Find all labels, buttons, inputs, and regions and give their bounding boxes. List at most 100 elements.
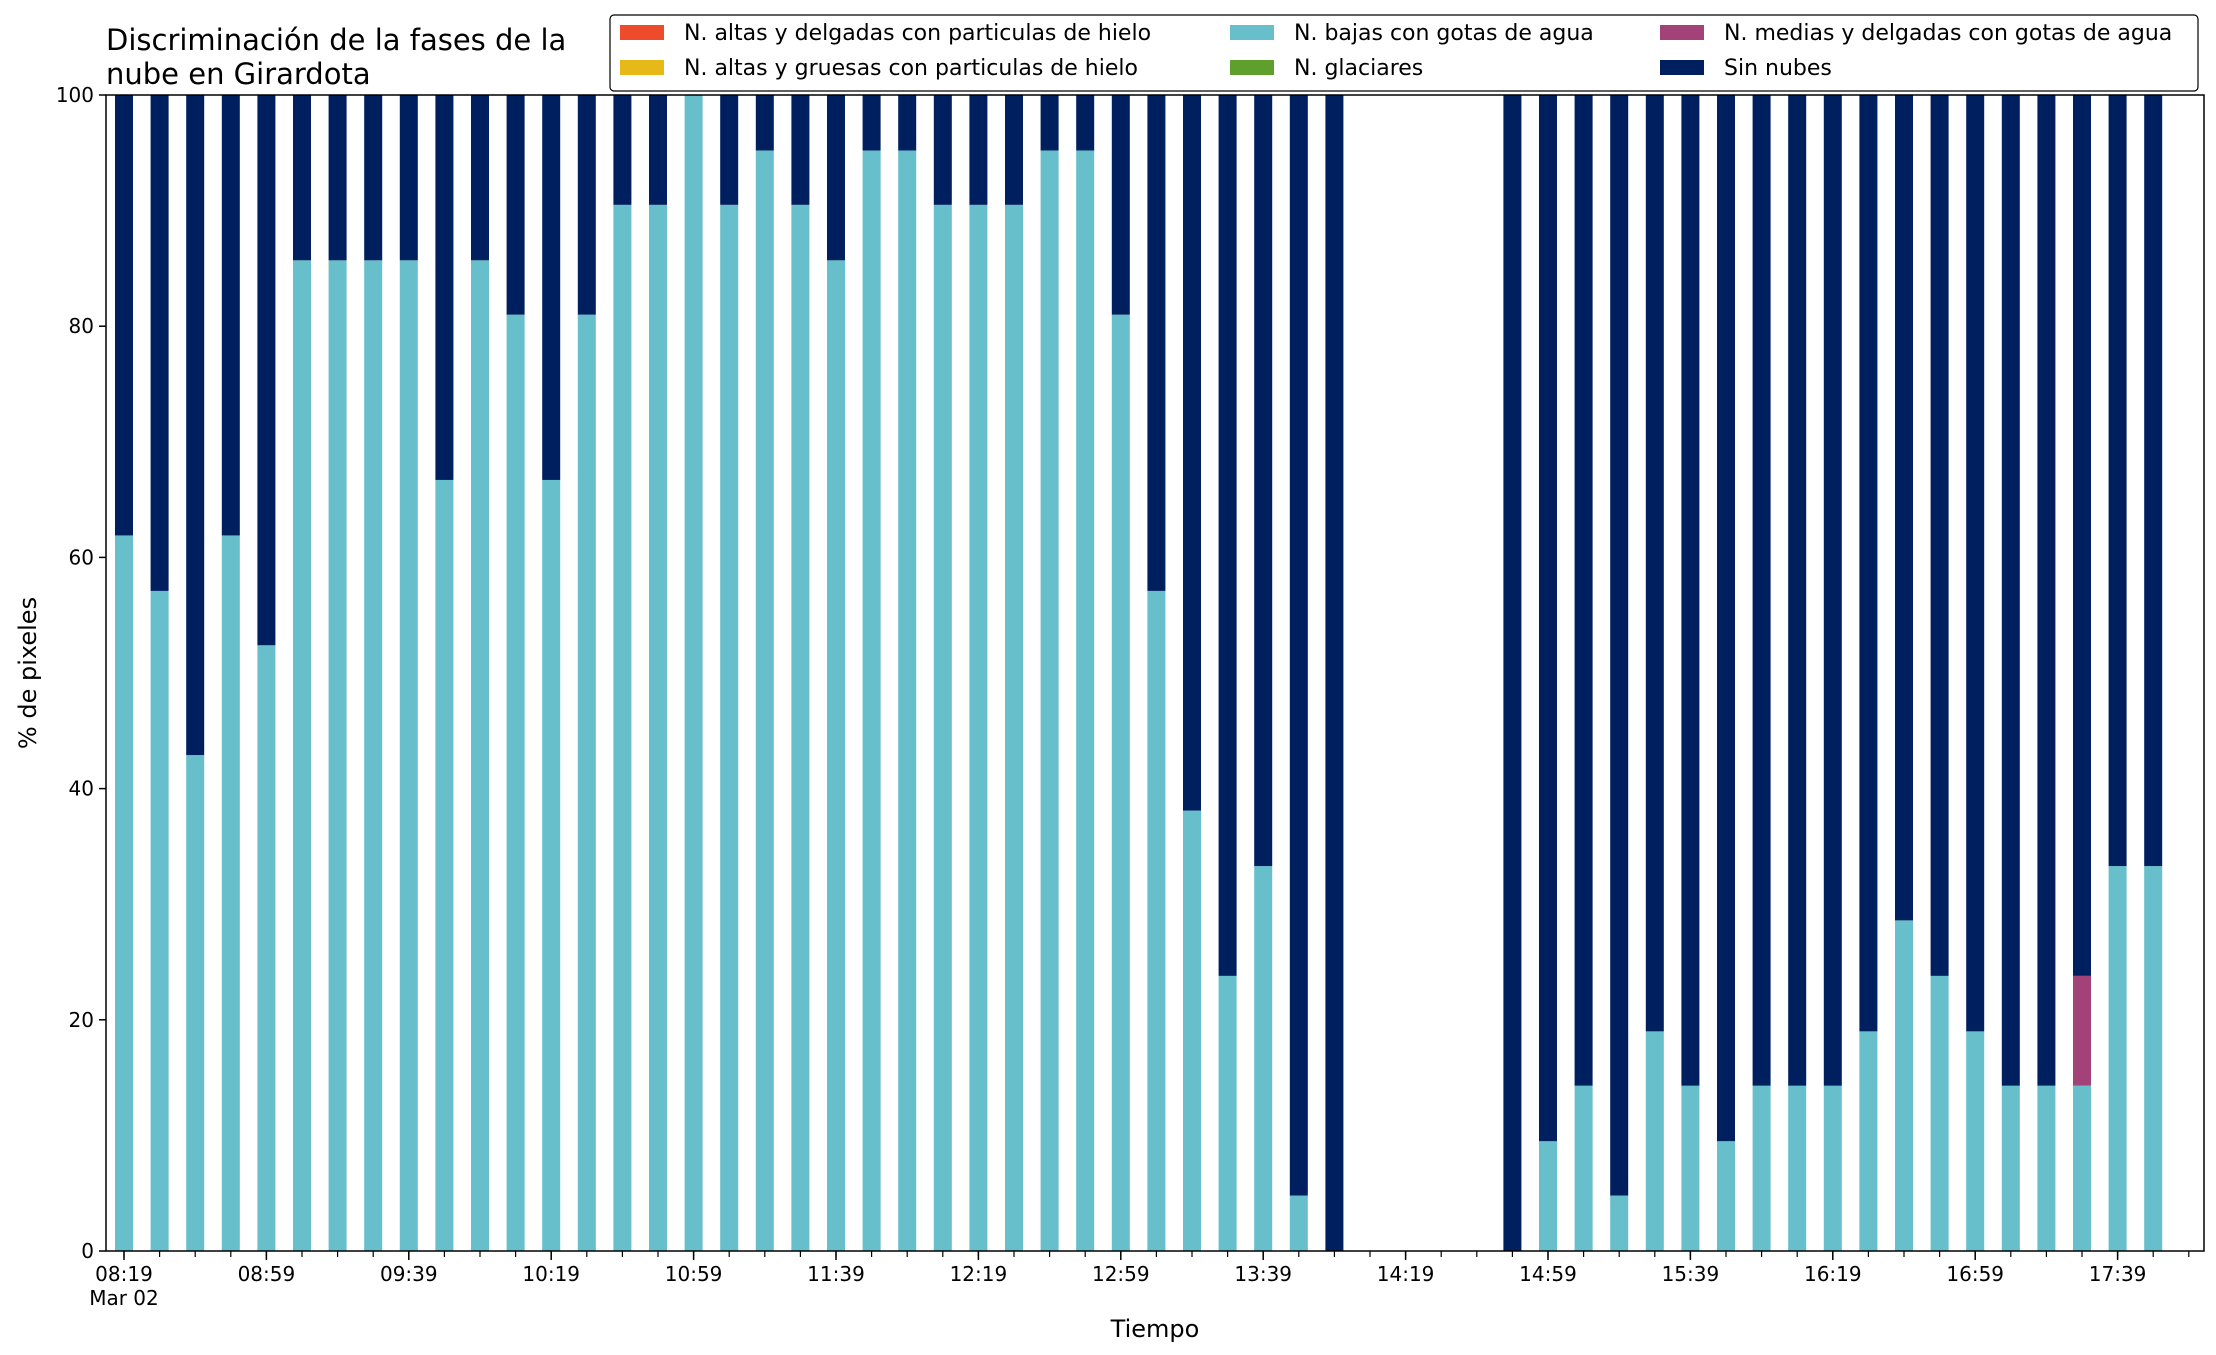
bar-segment-5-51: [1930, 95, 1949, 976]
bar-segment-5-4: [257, 95, 276, 646]
x-tick-label: 15:39: [1662, 1262, 1720, 1286]
bar-segment-2-48: [1823, 1085, 1842, 1251]
bar-segment-5-31: [1218, 95, 1237, 976]
bar-segment-2-44: [1681, 1085, 1700, 1251]
legend-frame: [609, 14, 2199, 92]
bar-segment-2-12: [542, 479, 561, 1251]
bar-segment-5-7: [364, 95, 383, 261]
y-tick-label: 20: [69, 1008, 94, 1032]
bar-segment-5-39: [1503, 95, 1522, 1251]
bar-segment-5-42: [1610, 95, 1629, 1196]
bar-segment-2-29: [1147, 590, 1166, 1251]
x-tick-label: 08:19: [95, 1262, 153, 1286]
bar-segment-2-45: [1717, 1141, 1735, 1251]
bar-segment-5-20: [827, 95, 845, 261]
bar-segment-5-57: [2144, 95, 2163, 867]
bar-segment-5-46: [1752, 95, 1771, 1086]
x-tick-label: 11:39: [807, 1262, 865, 1286]
x-tick-label: 14:19: [1377, 1262, 1435, 1286]
y-tick-label: 100: [56, 83, 94, 107]
x-tick-label: 08:59: [238, 1262, 296, 1286]
x-tick-label: 10:59: [665, 1262, 723, 1286]
bar-segment-5-44: [1681, 95, 1700, 1086]
bar-segment-2-53: [2001, 1085, 2020, 1251]
legend: N. altas y delgadas con particulas de hi…: [609, 14, 2199, 92]
bar-segment-2-25: [1005, 204, 1023, 1251]
bar-segment-2-2: [186, 755, 205, 1251]
x-tick-label: 16:59: [1946, 1262, 2004, 1286]
x-tick-label: 10:19: [522, 1262, 580, 1286]
bar-segment-5-22: [898, 95, 917, 151]
bar-segment-2-57: [2144, 866, 2163, 1251]
bar-segment-2-50: [1895, 920, 1913, 1251]
x-tick-label: 17:39: [2089, 1262, 2147, 1286]
x-tick-label: 14:59: [1519, 1262, 1577, 1286]
bar-segment-5-47: [1788, 95, 1807, 1086]
bar-segment-2-4: [257, 645, 276, 1251]
bar-segment-5-3: [221, 95, 240, 536]
bar-segment-5-19: [791, 95, 810, 205]
legend-swatch: [620, 25, 664, 40]
x-tick-sublabel: Mar 02: [89, 1286, 159, 1310]
x-tick-label: 12:59: [1092, 1262, 1150, 1286]
bar-segment-5-56: [2108, 95, 2127, 867]
bar-segment-5-49: [1859, 95, 1878, 1032]
bar-segment-5-24: [969, 95, 988, 205]
bar-segment-5-14: [613, 95, 632, 205]
bar-segment-2-27: [1076, 150, 1095, 1251]
bar-segment-2-16: [684, 95, 703, 1251]
bar-segment-5-26: [1040, 95, 1059, 151]
bar-segment-2-22: [898, 150, 917, 1251]
y-tick-label: 0: [81, 1239, 94, 1263]
bar-segment-5-17: [720, 95, 739, 205]
legend-swatch: [1230, 25, 1274, 40]
bar-segment-2-20: [827, 260, 845, 1252]
y-axis-title: % de pixeles: [14, 597, 42, 749]
bar-segment-2-1: [150, 590, 169, 1251]
bar-segment-5-30: [1183, 95, 1201, 811]
x-axis-title: Tiempo: [1110, 1315, 1200, 1343]
bar-segment-5-25: [1005, 95, 1023, 205]
chart-title-line-1: Discriminación de la fases de la: [106, 23, 566, 57]
y-tick-label: 40: [69, 777, 94, 801]
bar-segment-5-40: [1539, 95, 1557, 1142]
bar-segment-5-1: [150, 95, 169, 591]
bar-segment-2-54: [2037, 1085, 2056, 1251]
bar-segment-2-32: [1254, 866, 1273, 1251]
bar-segment-5-27: [1076, 95, 1095, 151]
legend-swatch: [1230, 60, 1274, 75]
bar-segment-2-14: [613, 204, 632, 1251]
legend-label: N. altas y delgadas con particulas de hi…: [684, 21, 1151, 46]
bar-segment-2-15: [649, 204, 667, 1251]
x-tick-label: 13:39: [1234, 1262, 1292, 1286]
bar-segment-2-18: [755, 150, 774, 1251]
bar-segment-5-23: [933, 95, 952, 205]
bar-segment-2-47: [1788, 1085, 1807, 1251]
bar-segment-5-50: [1895, 95, 1913, 921]
x-tick-label: 16:19: [1804, 1262, 1862, 1286]
y-tick-label: 80: [69, 314, 94, 338]
x-axis: 08:19 08:59 09:39 10:19 10:59 11:39 12:19 12:59…: [89, 1251, 2190, 1310]
bar-segment-2-8: [399, 260, 418, 1252]
bar-segment-2-6: [328, 260, 347, 1252]
bar-segment-5-2: [186, 95, 205, 756]
bar-segment-2-10: [471, 260, 489, 1252]
bar-segment-2-17: [720, 204, 739, 1251]
legend-label: N. bajas con gotas de agua: [1294, 21, 1594, 46]
bar-segment-5-8: [399, 95, 418, 261]
x-tick-label: 09:39: [380, 1262, 438, 1286]
bar-segment-5-45: [1717, 95, 1735, 1142]
legend-label: N. altas y gruesas con particulas de hie…: [684, 56, 1138, 81]
bar-segment-5-12: [542, 95, 561, 480]
bar-segment-5-29: [1147, 95, 1166, 591]
bar-segment-5-28: [1111, 95, 1130, 315]
bar-segment-2-23: [933, 204, 952, 1251]
bar-group: [115, 95, 2163, 1252]
y-axis: 0 20 40 60 80 100: [56, 83, 106, 1263]
bar-segment-2-51: [1930, 975, 1949, 1251]
bar-segment-2-26: [1040, 150, 1059, 1251]
plot-frame: [105, 94, 2205, 1252]
bar-segment-2-7: [364, 260, 383, 1252]
bar-segment-2-56: [2108, 866, 2127, 1251]
